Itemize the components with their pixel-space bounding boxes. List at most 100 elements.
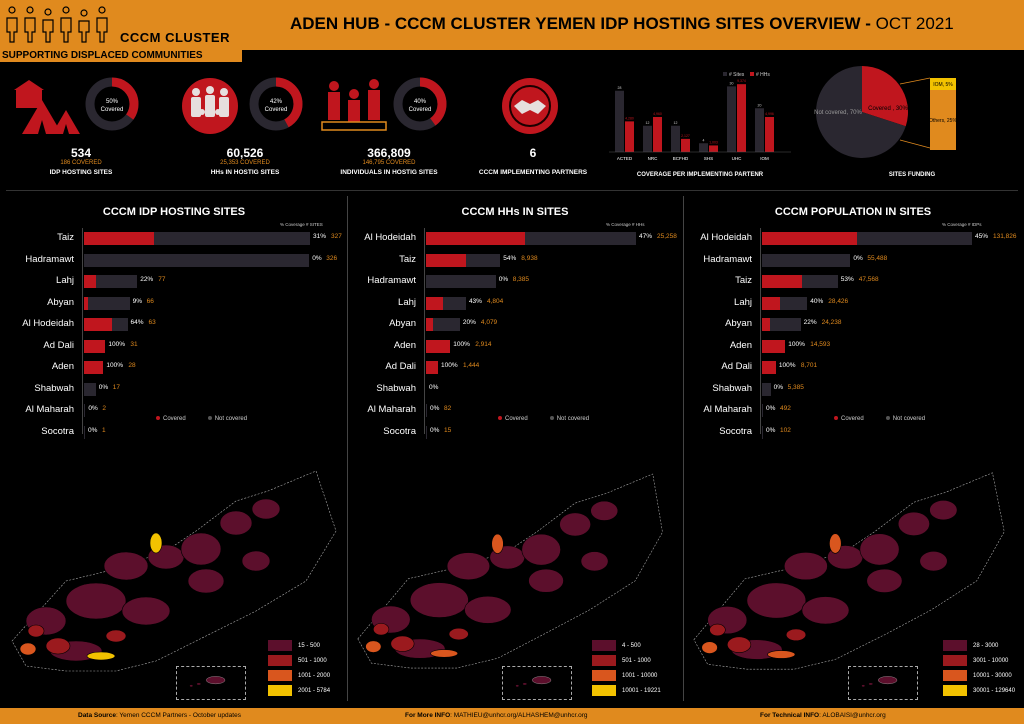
row-value: 82: [444, 405, 452, 412]
bar-total: [426, 425, 427, 439]
kpi-label: CCCM IMPLEMENTING PARTNERS: [478, 169, 588, 176]
bar-hhs-BCFHD: [681, 138, 690, 152]
partner-label-IOM: IOM: [760, 156, 769, 161]
chart-row: Abyan 9% 66: [6, 295, 342, 310]
donut-covered-arc: [393, 77, 447, 131]
map-district: [19, 642, 37, 656]
row-percent: 0%: [766, 405, 776, 412]
row-percent: 100%: [106, 362, 123, 369]
chart-row: Al Maharah 0% 82: [352, 402, 678, 417]
row-name: Lahj: [398, 296, 416, 308]
legend-not-covered: Not covered: [207, 416, 247, 422]
map-district: [45, 637, 71, 655]
row-value: 8,701: [800, 362, 818, 369]
row-name: Al Maharah: [25, 404, 74, 415]
map-legend-swatch: [268, 640, 292, 651]
map-inset-socotra: [848, 666, 918, 700]
bar-total: [762, 318, 801, 331]
kpi-label: HHs IN HOSTIG SITES: [210, 169, 280, 176]
chart-row: Aden 100% 14,593: [688, 338, 1018, 353]
map-district: [559, 512, 591, 537]
panel-divider: [683, 196, 684, 701]
map-legend-label: 10001 - 30000: [973, 672, 1012, 679]
row-name: Aden: [51, 361, 74, 372]
row-name: Shabwah: [712, 382, 752, 394]
page-title: ADEN HUB - CCCM CLUSTER YEMEN IDP HOSTIN…: [290, 14, 954, 34]
donut-caption: Covered: [101, 107, 124, 113]
bar-covered: [426, 318, 433, 331]
bar-total: [426, 232, 636, 245]
map-legend-item: 28 - 3000: [943, 638, 1015, 653]
row-name: Hadramawt: [703, 253, 752, 265]
axis-line: [760, 228, 761, 434]
map-district: [701, 641, 718, 654]
map-legend: 4 - 500 501 - 1000 1001 - 10000 10001 - 192…: [592, 638, 661, 698]
breakdown-others: [930, 90, 956, 150]
row-value: 8,385: [512, 276, 529, 283]
row-name: Hadramawt: [367, 275, 416, 286]
row-value: 327: [331, 233, 342, 240]
map-legend-swatch: [943, 685, 967, 696]
socotra-inset-map: [861, 676, 898, 687]
row-name: Shabwah: [376, 382, 416, 394]
title-text: ADEN HUB - CCCM CLUSTER YEMEN IDP HOSTIN…: [290, 14, 871, 33]
donut-caption: Covered: [409, 107, 432, 113]
map-legend: 28 - 3000 3001 - 10000 10001 - 30000 30001 …: [943, 638, 1015, 698]
map-district: [464, 595, 512, 624]
row-percent: 0%: [429, 383, 439, 391]
legend-dot-not-covered: [207, 416, 212, 421]
map-district: [767, 650, 796, 659]
bar-hhs-IOM: [765, 117, 774, 152]
bar-hhs-UHC: [737, 84, 746, 152]
row-percent: 22%: [140, 276, 154, 283]
legend-covered-label: Covered: [841, 416, 864, 422]
kpi-partners: 6 CCCM IMPLEMENTING PARTNERS: [458, 68, 608, 178]
islet: [515, 684, 519, 687]
row-value: 77: [158, 276, 166, 283]
row-value: 66: [146, 297, 154, 305]
donut-covered-arc: [249, 77, 303, 131]
legend-covered: Covered: [156, 416, 186, 422]
map-district: [390, 635, 415, 652]
row-value: 17: [112, 383, 120, 391]
map-inset-socotra: [176, 666, 246, 700]
map-district: [859, 533, 900, 566]
chart-row: Hadramawt 0% 326: [6, 252, 342, 267]
label-sites-IOM: 20: [758, 103, 762, 107]
map-legend-item: 15 - 500: [268, 638, 330, 653]
logo-tagline: SUPPORTING DISPLACED COMMUNITIES: [0, 50, 242, 62]
map-legend-label: 501 - 1000: [622, 657, 651, 664]
chart-row: Lahj 43% 4,804: [352, 295, 678, 310]
row-percent: 100%: [788, 340, 805, 348]
panel-title: CCCM HHs IN SITES: [461, 206, 569, 218]
map-district: [866, 568, 903, 593]
bar-covered: [84, 339, 106, 353]
legend-dot-covered: [834, 416, 838, 421]
map-legend-swatch: [943, 655, 967, 666]
chart-row: Ad Dali 100% 31: [6, 338, 342, 353]
country-outline: [11, 470, 337, 672]
row-value: 24,238: [821, 319, 842, 326]
socotra-inset-map: [515, 676, 552, 687]
map-inset-socotra: [502, 666, 572, 700]
row-value: 15: [444, 426, 452, 434]
map-district: [430, 649, 459, 658]
connector-bottom: [899, 139, 931, 149]
footer-source-text: : Yemen CCCM Partners - October updates: [115, 712, 241, 719]
bar-covered: [762, 275, 803, 288]
legend-not-covered: Not covered: [885, 416, 925, 422]
bar-sites-NRC: [643, 125, 652, 152]
chart-row: Hadramawt 0% 55,488: [688, 252, 1018, 267]
islet: [861, 684, 865, 687]
row-name: Taiz: [735, 275, 752, 286]
kpi-covered: 25,353 COVERED: [220, 160, 270, 166]
map-district: [121, 596, 171, 626]
chart-row: Abyan 22% 24,238: [688, 316, 1018, 331]
bar-total: [84, 361, 104, 374]
row-name: Aden: [729, 339, 752, 351]
bar-covered: [426, 339, 451, 353]
row-percent: 22%: [803, 319, 817, 326]
map-legend-label: 30001 - 129640: [973, 687, 1016, 694]
footer-source: Data Source: Yemen CCCM Partners - Octob…: [78, 712, 241, 719]
panel-divider: [347, 196, 348, 701]
